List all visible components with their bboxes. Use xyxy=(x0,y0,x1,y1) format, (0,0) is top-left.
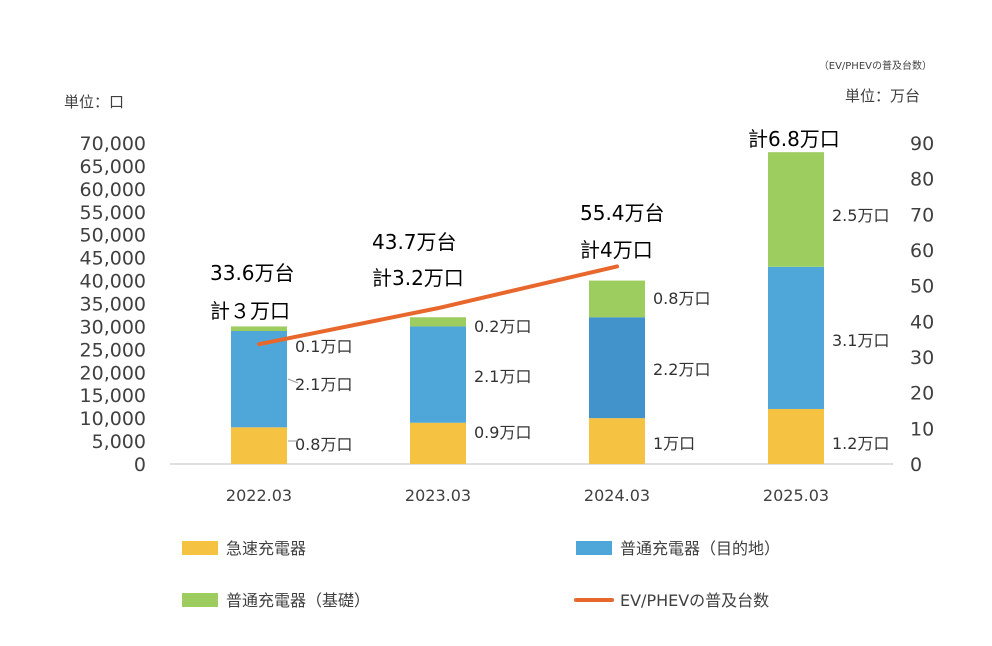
chart-note: （EV/PHEVの普及台数） xyxy=(819,59,932,72)
y-tick-right: 40 xyxy=(910,311,934,333)
total-label: 計3.2万口 xyxy=(372,266,464,290)
segment-label: 0.8万口 xyxy=(653,289,710,308)
x-tick-label: 2022.03 xyxy=(226,486,292,505)
bar-segment xyxy=(410,317,466,327)
legend-swatch xyxy=(182,593,218,607)
segment-label: 1万口 xyxy=(653,434,695,453)
y-tick-left: 30,000 xyxy=(80,316,146,338)
segment-label: 1.2万口 xyxy=(832,434,889,453)
y-tick-left: 25,000 xyxy=(80,339,146,361)
segment-label: 0.2万口 xyxy=(474,317,531,336)
left-axis-unit: 単位：口 xyxy=(64,93,124,111)
y-tick-right: 70 xyxy=(910,204,934,226)
y-tick-left: 10,000 xyxy=(80,408,146,430)
total-label: 計6.8万口 xyxy=(748,127,840,151)
y-tick-right: 50 xyxy=(910,276,934,298)
segment-label: 0.8万口 xyxy=(295,435,352,454)
total-label: 計３万口 xyxy=(210,299,290,323)
bar-segment xyxy=(589,418,645,464)
y-tick-left: 50,000 xyxy=(80,225,146,247)
bar-segment xyxy=(410,326,466,423)
y-tick-left: 55,000 xyxy=(80,202,146,224)
line-value-label: 43.7万台 xyxy=(372,230,457,254)
bar-segment xyxy=(768,152,824,267)
bar-segment xyxy=(231,331,287,428)
line-value-label: 33.6万台 xyxy=(210,261,295,285)
segment-label: 0.1万口 xyxy=(295,337,352,356)
y-tick-left: 5,000 xyxy=(92,431,146,453)
segment-label: 2.1万口 xyxy=(474,367,531,386)
legend-label: 急速充電器 xyxy=(226,539,306,558)
bar-segment xyxy=(589,280,645,318)
segment-label: 0.9万口 xyxy=(474,423,531,442)
y-tick-left: 35,000 xyxy=(80,294,146,316)
y-tick-left: 0 xyxy=(134,454,146,476)
y-tick-left: 60,000 xyxy=(80,179,146,201)
bar-segment xyxy=(410,422,466,464)
y-tick-right: 80 xyxy=(910,169,934,191)
chart-marks: 05,00010,00015,00020,00025,00030,00035,0… xyxy=(80,127,935,610)
leader-line xyxy=(287,378,299,384)
total-label: 計4万口 xyxy=(580,238,653,262)
right-axis-unit: 単位：万台 xyxy=(845,87,920,105)
line-series xyxy=(257,264,619,347)
y-tick-right: 0 xyxy=(910,454,922,476)
legend-label: EV/PHEVの普及台数 xyxy=(620,591,769,610)
bar-segment xyxy=(231,427,287,464)
y-tick-right: 20 xyxy=(910,383,934,405)
bar-segment xyxy=(589,317,645,419)
bar-segment xyxy=(768,408,824,464)
x-tick-label: 2024.03 xyxy=(584,486,650,505)
x-tick-label: 2025.03 xyxy=(763,486,829,505)
x-tick-label: 2023.03 xyxy=(405,486,471,505)
y-tick-left: 70,000 xyxy=(80,133,146,155)
y-tick-right: 90 xyxy=(910,133,934,155)
legend-swatch xyxy=(576,541,612,555)
legend-swatch xyxy=(182,541,218,555)
segment-label: 3.1万口 xyxy=(832,331,889,350)
y-tick-left: 65,000 xyxy=(80,156,146,178)
bar-segment xyxy=(768,266,824,409)
y-tick-left: 40,000 xyxy=(80,271,146,293)
y-tick-left: 45,000 xyxy=(80,248,146,270)
y-tick-right: 60 xyxy=(910,240,934,262)
segment-label: 2.5万口 xyxy=(832,206,889,225)
segment-label: 2.2万口 xyxy=(653,360,710,379)
y-tick-right: 10 xyxy=(910,418,934,440)
y-tick-left: 20,000 xyxy=(80,362,146,384)
segment-label: 2.1万口 xyxy=(295,375,352,394)
y-tick-left: 15,000 xyxy=(80,385,146,407)
legend-label: 普通充電器（目的地） xyxy=(620,539,780,558)
bar-segment xyxy=(231,326,287,332)
line-value-label: 55.4万台 xyxy=(580,201,665,225)
legend-label: 普通充電器（基礎） xyxy=(226,591,370,610)
y-tick-right: 30 xyxy=(910,347,934,369)
